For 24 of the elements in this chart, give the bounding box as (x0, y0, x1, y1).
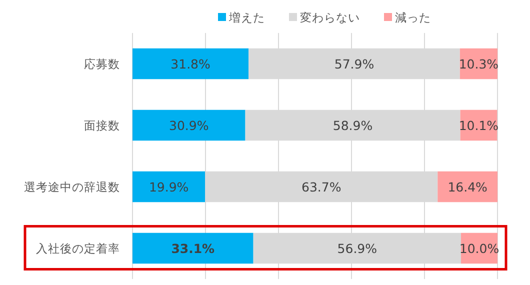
data-label: 10.0% (459, 240, 500, 256)
bar (132, 48, 249, 80)
data-label: 30.9% (169, 118, 209, 133)
legend-label: 変わらない (300, 10, 360, 24)
bar (132, 232, 254, 264)
data-label: 63.7% (302, 179, 342, 194)
legend-label: 増えた (228, 10, 265, 24)
data-label: 56.9% (337, 240, 378, 256)
y-tick-label: 入社後の定着率 (36, 241, 120, 256)
data-label: 57.9% (334, 56, 374, 72)
data-label: 58.9% (332, 118, 373, 133)
y-tick-label: 面接数 (84, 118, 120, 132)
data-label: 16.4% (448, 179, 488, 194)
y-tick-label: 応募数 (84, 56, 120, 71)
data-label: 19.9% (148, 179, 189, 194)
bar (132, 171, 206, 202)
data-label: 31.8% (170, 56, 211, 72)
bar (438, 171, 498, 202)
data-label: 33.1% (171, 240, 216, 256)
legend-label: 減った (395, 10, 431, 24)
data-label: 10.1% (458, 118, 499, 133)
y-tick-label: 選考途中の辞退数 (24, 180, 120, 194)
data-label: 10.3% (458, 56, 499, 72)
bar (132, 110, 246, 141)
